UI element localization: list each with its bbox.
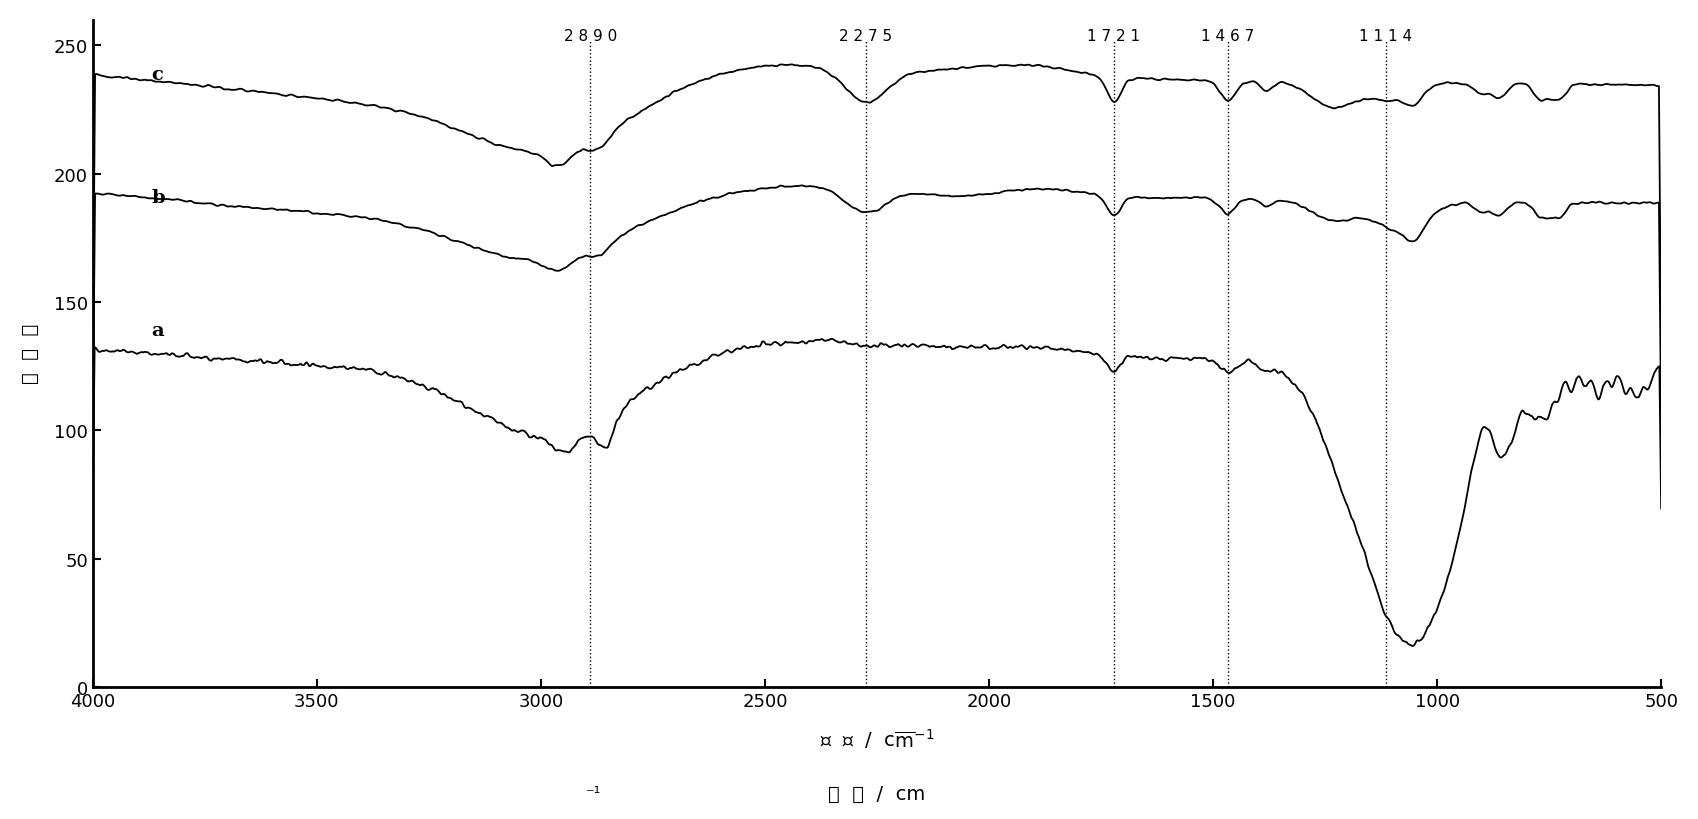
X-axis label: 波  数  /  c$\mathregular{\overline{m}}$$^{-1}$: 波 数 / c$\mathregular{\overline{m}}$$^{-1…	[818, 726, 934, 750]
Text: ⁻¹: ⁻¹	[586, 785, 601, 803]
Y-axis label: 透  过  率: 透 过 率	[20, 324, 39, 384]
Text: 2 8 9 0: 2 8 9 0	[564, 29, 616, 43]
Text: 1 4 6 7: 1 4 6 7	[1200, 29, 1253, 43]
Text: 波  数  /  cm: 波 数 / cm	[829, 785, 925, 803]
Text: 2 2 7 5: 2 2 7 5	[839, 29, 891, 43]
Text: a: a	[151, 322, 163, 340]
Text: c: c	[151, 66, 163, 84]
Text: b: b	[151, 188, 165, 206]
Text: 1 7 2 1: 1 7 2 1	[1087, 29, 1139, 43]
Text: 1 1 1 4: 1 1 1 4	[1358, 29, 1411, 43]
